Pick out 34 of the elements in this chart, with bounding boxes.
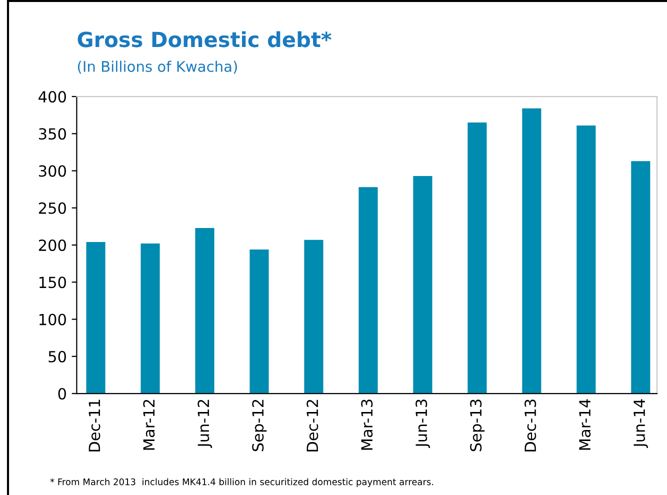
x-tick-label: Dec-13 bbox=[524, 400, 536, 452]
y-tick-label: 250 bbox=[38, 202, 66, 214]
y-tick-label: 50 bbox=[48, 350, 66, 362]
chart-subtitle: (In Billions of Kwacha) bbox=[78, 60, 237, 74]
bar bbox=[86, 242, 106, 394]
bar bbox=[304, 240, 324, 394]
y-tick-label: 150 bbox=[40, 276, 66, 288]
x-tick-label: Sep-13 bbox=[470, 400, 485, 452]
bar bbox=[522, 108, 542, 394]
x-tick-label: Mar-12 bbox=[143, 400, 155, 450]
x-tick-label: Jun-12 bbox=[198, 400, 212, 448]
x-tick-label: Jun-13 bbox=[416, 400, 430, 448]
x-tick-label: Sep-12 bbox=[252, 400, 267, 452]
bar bbox=[195, 228, 214, 394]
bar bbox=[576, 125, 596, 394]
y-tick-label: 200 bbox=[38, 239, 66, 252]
y-tick-label: 300 bbox=[38, 165, 66, 177]
y-tick-label: 100 bbox=[40, 314, 66, 326]
bar bbox=[358, 187, 378, 394]
y-tick-label: 400 bbox=[38, 90, 66, 103]
x-tick-label: Dec-12 bbox=[306, 400, 318, 452]
y-tick-label: 350 bbox=[38, 128, 66, 140]
bar bbox=[631, 161, 650, 394]
y-tick-label: 0 bbox=[58, 388, 66, 400]
x-tick-label: Mar-14 bbox=[579, 399, 591, 450]
x-tick-label: Jun-14 bbox=[634, 399, 648, 448]
bar bbox=[468, 122, 487, 394]
bar bbox=[250, 249, 269, 394]
text: * From March 2013 includes MK41.4 billion in securitized domestic payment arrears. bbox=[50, 478, 434, 487]
chart-title: Gross Domestic debt* bbox=[78, 31, 332, 48]
x-tick-label: Mar-13 bbox=[361, 400, 373, 450]
bar bbox=[140, 244, 160, 394]
bar bbox=[413, 176, 432, 394]
x-tick-label: Dec-11 bbox=[88, 400, 100, 452]
